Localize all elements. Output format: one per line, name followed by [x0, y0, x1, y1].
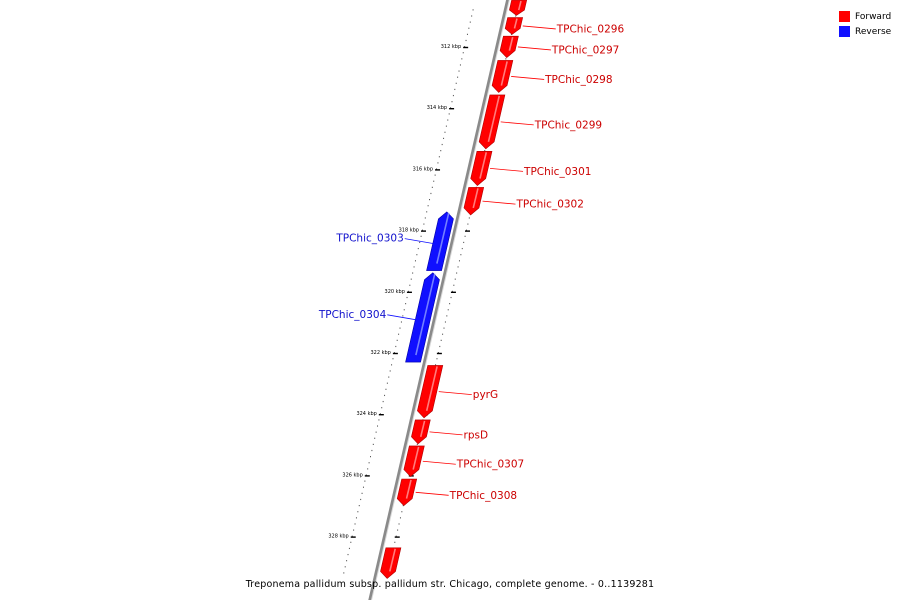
tick-label: 318 kbp — [399, 228, 419, 234]
gene-label: rpsD — [464, 429, 489, 441]
gene-TPChic_0297 — [499, 35, 519, 59]
axis-tick-318: 318 kbp — [399, 228, 470, 234]
axis-tick-322: 322 kbp — [370, 350, 442, 356]
tick-label: 322 kbp — [370, 350, 390, 356]
gene-rpsD — [411, 419, 431, 445]
legend-item-forward: Forward — [839, 9, 891, 24]
tick-label: 320 kbp — [385, 289, 405, 295]
gene-TPChic_0296 — [504, 17, 524, 35]
gene-pyrG — [417, 365, 444, 419]
axis-tick-328: 328 kbp — [328, 534, 400, 540]
gene-label: TPChic_0299 — [534, 119, 602, 131]
gene-TPChic_0303 — [426, 211, 454, 271]
gene-label: TPChic_0303 — [335, 233, 403, 245]
gene-TPChic_0304 — [405, 272, 440, 363]
gene-label: TPChic_0298 — [544, 74, 612, 86]
gene-label: TPChic_0307 — [456, 459, 524, 471]
gene-partial-13 — [380, 547, 402, 579]
tick-label: 314 kbp — [427, 105, 447, 111]
gene-labels: TPChic_0296 TPChic_0297 TPChic_0298 TPChic_… — [318, 23, 625, 501]
legend-forward-label: Forward — [855, 11, 892, 22]
legend: Forward Reverse — [839, 9, 891, 39]
tick-label: 316 kbp — [413, 166, 433, 172]
genome-axis — [368, 0, 510, 600]
genome-caption: Treponema pallidum subsp. pallidum str. … — [245, 579, 655, 590]
gene-TPChic_0307 — [403, 445, 425, 477]
tick-label: 324 kbp — [356, 411, 376, 417]
gene-label: TPChic_0302 — [516, 199, 584, 211]
gene-TPChic_0308 — [396, 478, 418, 507]
gene-label: TPChic_0296 — [556, 23, 625, 35]
gene-label: TPChic_0304 — [318, 309, 387, 321]
gene-label: pyrG — [473, 389, 498, 401]
gene-label: TPChic_0308 — [449, 490, 517, 502]
gene-label: TPChic_0301 — [523, 166, 591, 178]
gene-TPChic_0299 — [478, 94, 506, 150]
gene-TPChic_0301 — [470, 150, 493, 186]
gene-TPChic_0298 — [491, 60, 514, 93]
tick-label: 312 kbp — [441, 44, 461, 50]
gene-TPChic_0302 — [463, 187, 485, 216]
legend-reverse-label: Reverse — [855, 26, 892, 37]
gene-partial-0 — [509, 0, 528, 16]
forward-swatch-icon — [839, 11, 850, 22]
gene-label: TPChic_0297 — [551, 44, 619, 56]
tick-label: 328 kbp — [328, 534, 348, 540]
axis-tick-326: 326 kbp — [342, 472, 414, 478]
axis-tick-320: 320 kbp — [385, 289, 456, 295]
legend-item-reverse: Reverse — [839, 24, 891, 39]
tick-label: 326 kbp — [342, 472, 362, 478]
major-tick-marks: 312 kbp 314 kbp 316 kbp 318 kbp 320 kbp 322 k… — [328, 44, 513, 540]
gene-features — [380, 0, 528, 579]
axis-tick-324: 324 kbp — [356, 411, 428, 417]
reverse-swatch-icon — [839, 26, 850, 37]
